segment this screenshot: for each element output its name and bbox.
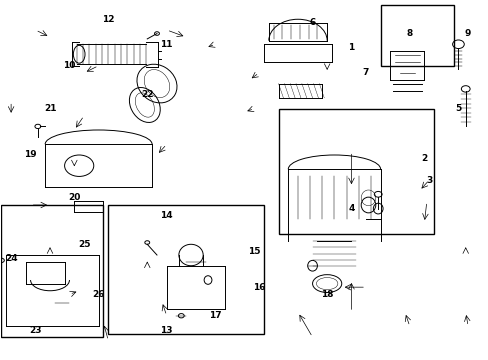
Text: 22: 22 [141, 90, 153, 99]
Text: 9: 9 [464, 29, 470, 38]
Text: 10: 10 [63, 61, 76, 70]
Bar [1, 205, 103, 337]
Text: 13: 13 [160, 325, 173, 334]
Text: 24: 24 [5, 254, 18, 263]
Text: 12: 12 [102, 15, 114, 24]
Text: 21: 21 [43, 104, 56, 113]
Text: 16: 16 [252, 283, 265, 292]
Bar [108, 205, 264, 334]
Text: 18: 18 [320, 290, 333, 299]
Text: 1: 1 [347, 43, 354, 52]
Text: 11: 11 [160, 40, 173, 49]
Bar [278, 109, 433, 234]
Text: 26: 26 [92, 290, 104, 299]
Text: 15: 15 [247, 247, 260, 256]
Text: 8: 8 [406, 29, 412, 38]
Text: 25: 25 [78, 240, 90, 249]
Text: 5: 5 [454, 104, 461, 113]
Text: 20: 20 [68, 193, 81, 202]
Text: 3: 3 [425, 176, 431, 185]
Text: 19: 19 [24, 150, 37, 159]
Text: 23: 23 [29, 325, 41, 334]
Text: 17: 17 [208, 311, 221, 320]
Text: 14: 14 [160, 211, 173, 220]
Text: 7: 7 [362, 68, 368, 77]
Bar [380, 5, 453, 66]
Text: 2: 2 [421, 154, 427, 163]
Text: 4: 4 [347, 204, 354, 213]
Text: 6: 6 [309, 18, 315, 27]
